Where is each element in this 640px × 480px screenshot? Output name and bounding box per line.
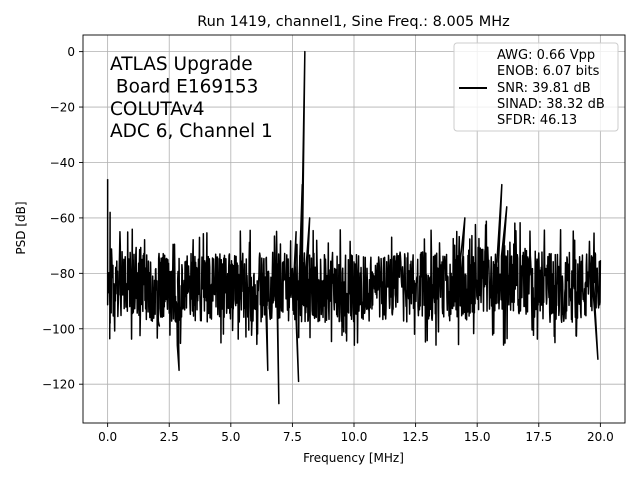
chart-title: Run 1419, channel1, Sine Freq.: 8.005 MH… [197,14,510,30]
annotation: ATLAS Upgrade Board E169153 COLUTAv4 ADC… [110,54,273,142]
legend-snr: SNR: 39.81 dB [497,81,591,96]
y-tick-label: −100 [42,322,75,336]
x-axis-label: Frequency [MHz] [303,451,404,465]
x-tick-label: 20.0 [587,430,614,444]
y-tick-label: −20 [50,101,75,115]
series-layer [106,50,602,405]
annotation-line-2: Board E169153 [110,77,258,98]
y-tick-label: 0 [67,45,75,59]
x-tick-label: 5.0 [221,430,240,444]
annotation-line-3: COLUTAv4 [110,99,205,120]
legend-awg: AWG: 0.66 Vpp [497,48,595,63]
legend-sfdr: SFDR: 46.13 [497,113,577,128]
x-tick-label: 12.5 [402,430,429,444]
psd-series-line [106,50,602,405]
x-tick-label: 0.0 [98,430,117,444]
axes: 0.0 2.5 5.0 7.5 10.0 12.5 15.0 17.5 20.0 0 −20 −40 −… [42,34,626,444]
y-tick-label: −80 [50,267,75,281]
legend: AWG: 0.66 Vpp ENOB: 6.07 bits SNR: 39.81… [453,42,619,132]
legend-sinad: SINAD: 38.32 dB [497,97,605,112]
x-tick-label: 7.5 [283,430,302,444]
y-axis-label: PSD [dB] [14,201,28,254]
y-tick-label: −120 [42,378,75,392]
y-tick-label: −40 [50,156,75,170]
x-tick-label: 17.5 [525,430,552,444]
y-tick-label: −60 [50,211,75,225]
x-tick-label: 2.5 [160,430,179,444]
legend-box [453,42,619,132]
annotation-line-1: ATLAS Upgrade [110,54,253,75]
x-tick-label: 15.0 [464,430,491,444]
x-tick-label: 10.0 [341,430,368,444]
legend-enob: ENOB: 6.07 bits [497,64,600,79]
annotation-line-4: ADC 6, Channel 1 [110,121,273,142]
